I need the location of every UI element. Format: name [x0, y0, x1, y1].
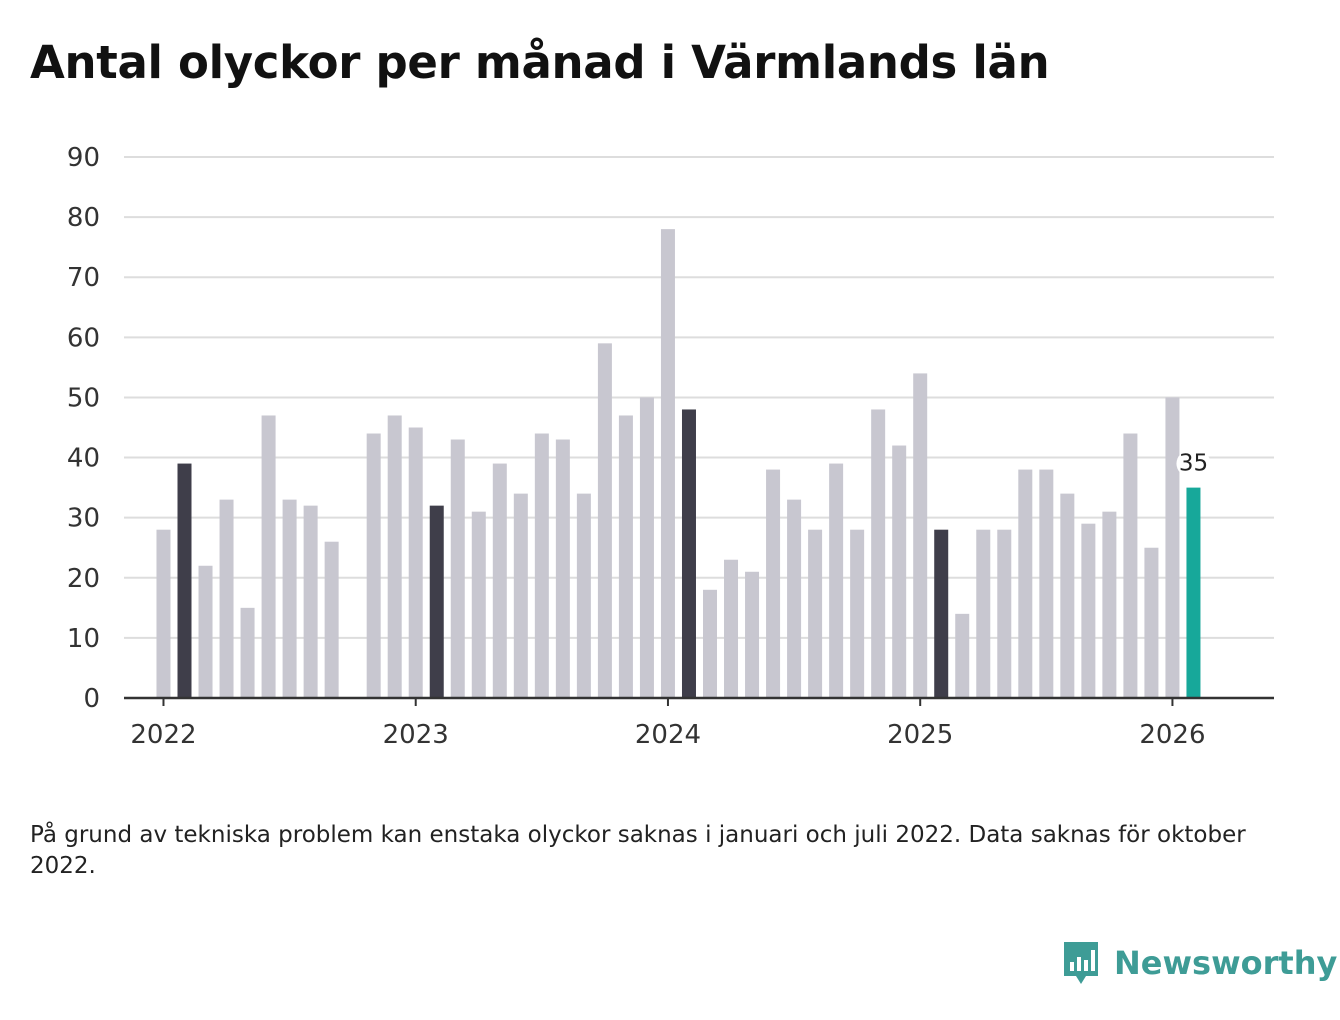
bar-2025-06 [1039, 469, 1054, 698]
y-tick-label: 40 [67, 444, 100, 474]
y-tick-label: 60 [67, 323, 100, 353]
x-tick-label: 2026 [1139, 720, 1205, 750]
bar-2025-02 [955, 613, 970, 698]
bar-2023-11 [639, 397, 654, 698]
chart-title: Antal olyckor per månad i Värmlands län [30, 36, 1050, 89]
bar-2023-12 [660, 229, 675, 698]
bar-2025-05 [1018, 469, 1033, 698]
bar-2026-01 [1186, 487, 1201, 698]
bar-2024-04 [745, 571, 760, 698]
bar-2025-11 [1144, 547, 1159, 698]
y-tick-label: 20 [67, 564, 100, 594]
bar-2023-03 [471, 511, 486, 698]
bar-2022-10 [366, 433, 381, 698]
x-axis: 2022 2023 2024 2025 2026 [124, 696, 1274, 750]
bar-2025-03 [976, 529, 991, 698]
x-tick-label: 2024 [635, 720, 701, 750]
x-tick-label: 2023 [383, 720, 449, 750]
bar-2025-01 [934, 529, 949, 698]
y-tick-label: 80 [67, 203, 100, 233]
bar-2022-04 [240, 607, 255, 698]
brand-name: Newsworthy [1114, 944, 1338, 982]
newsworthy-logo-icon [1064, 942, 1098, 984]
x-tick-label: 2025 [887, 720, 953, 750]
bar-2024-11 [892, 445, 907, 698]
data-labels: 35 [1176, 450, 1211, 477]
bars [156, 229, 1201, 698]
bar-2022-08 [324, 541, 339, 698]
bar-2022-01 [177, 463, 192, 698]
latest-label-bg [1176, 450, 1211, 477]
y-tick-label: 50 [67, 383, 100, 413]
bar-2024-05 [766, 469, 781, 698]
bar-2023-01 [429, 505, 444, 698]
bar-2023-09 [597, 343, 612, 698]
y-axis-ticks: 0 10 20 30 40 50 60 70 80 90 [67, 143, 100, 714]
bar-2022-07 [303, 505, 318, 698]
bar-2022-05 [261, 415, 276, 698]
bar-2024-07 [808, 529, 823, 698]
bar-2023-04 [492, 463, 507, 698]
y-tick-label: 90 [67, 143, 100, 173]
bar-2023-08 [576, 493, 591, 698]
y-tick-label: 70 [67, 263, 100, 293]
brand-logo: Newsworthy [1060, 938, 1337, 988]
y-tick-label: 0 [83, 684, 100, 714]
y-tick-label: 30 [67, 504, 100, 534]
bar-2024-12 [913, 373, 928, 698]
bar-2023-06 [534, 433, 549, 698]
x-tick-label: 2022 [130, 720, 196, 750]
footnote: På grund av tekniska problem kan enstaka… [30, 822, 1246, 879]
bar-2024-01 [681, 409, 696, 698]
bar-2024-02 [703, 589, 717, 698]
bar-2024-06 [787, 499, 802, 698]
bar-2023-10 [618, 415, 633, 698]
bar-2025-08 [1081, 523, 1096, 698]
bar-2023-02 [450, 439, 465, 698]
bar-2021-12 [156, 529, 171, 698]
bar-2022-03 [219, 499, 234, 698]
bar-2025-12 [1165, 397, 1180, 698]
bar-2022-06 [282, 499, 297, 698]
bar-2025-10 [1123, 433, 1138, 698]
bar-2024-10 [871, 409, 886, 698]
bar-2023-07 [555, 439, 570, 698]
latest-value-label: 35 [1179, 451, 1208, 477]
bar-2025-04 [997, 529, 1012, 698]
y-tick-label: 10 [67, 624, 100, 654]
bar-2024-09 [850, 529, 865, 698]
bar-2022-11 [387, 415, 402, 698]
bar-2023-05 [513, 493, 528, 698]
bar-chart: 0 10 20 30 40 50 60 70 80 90 2022 2023 2024 2025 2026… [67, 143, 1274, 750]
bar-2022-02 [198, 565, 213, 698]
bar-2022-12 [408, 427, 423, 698]
bar-2024-08 [829, 463, 844, 698]
bar-2024-03 [724, 559, 739, 698]
bar-2025-09 [1102, 511, 1117, 698]
bar-2025-07 [1060, 493, 1075, 698]
